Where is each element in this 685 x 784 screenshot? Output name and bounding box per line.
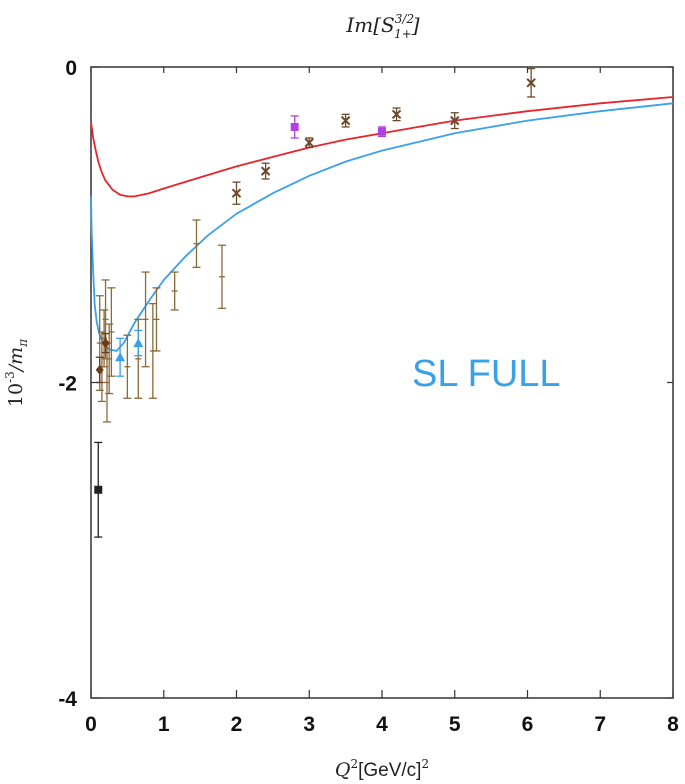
chart-title: Im[S3/2 1+] (345, 12, 419, 41)
x-axis-var-sup: 2 (350, 757, 358, 771)
y-tick-label: -4 (58, 688, 77, 711)
y-axis-unit-sub: π (16, 338, 30, 348)
model-curve-1 (90, 96, 674, 198)
triangle-marker (115, 352, 126, 362)
y-axis-label: 10-3/mπ (3, 338, 30, 407)
y-axis-unit: /m (5, 347, 27, 373)
x-tick-label: 0 (85, 713, 97, 736)
x-tick-label: 5 (449, 713, 461, 736)
title-end: ] (411, 13, 420, 37)
cross-marker (340, 115, 351, 126)
square-marker (378, 127, 386, 136)
diamond-marker (101, 338, 110, 349)
x-tick-label: 7 (594, 713, 606, 736)
title-sub: 1+ (394, 27, 412, 41)
cross-marker (304, 138, 314, 148)
y-tick-label: 0 (65, 57, 77, 80)
y-axis-exp: -3 (3, 371, 17, 383)
x-tick-label: 4 (376, 713, 388, 736)
x-axis-unit-sup: 2 (421, 757, 429, 771)
model-annotation: SL FULL (412, 353, 561, 395)
cross-marker (231, 188, 242, 198)
title-sup: 3/2 (395, 12, 414, 26)
model-curve-2 (90, 102, 674, 352)
triangle-marker (133, 338, 144, 348)
plot-frame (90, 66, 674, 699)
x-tick-label: 1 (158, 713, 170, 736)
x-axis-label: Q2[GeV/c]2 (335, 757, 429, 781)
cross-marker (526, 78, 536, 88)
x-tick-label: 2 (231, 713, 243, 736)
square-marker (94, 485, 103, 494)
title-main: Im[S (345, 13, 394, 37)
data-points (94, 67, 536, 538)
cross-marker (450, 115, 460, 126)
plot-border (90, 66, 674, 699)
axis-ticks: 0 1 2 3 4 5 6 7 8 0 -2 -4 (58, 57, 679, 736)
cross-marker (391, 109, 402, 120)
y-tick-label: -2 (58, 373, 77, 396)
y-axis-base: 10 (5, 383, 27, 407)
x-tick-label: 6 (522, 713, 534, 736)
diamond-marker (95, 364, 104, 375)
square-marker (290, 122, 299, 131)
cross-marker (260, 166, 271, 176)
x-axis-var: Q (335, 759, 351, 781)
x-tick-label: 3 (303, 713, 315, 736)
x-axis-unit: [GeV/c] (358, 760, 421, 781)
x-tick-label: 8 (667, 713, 679, 736)
